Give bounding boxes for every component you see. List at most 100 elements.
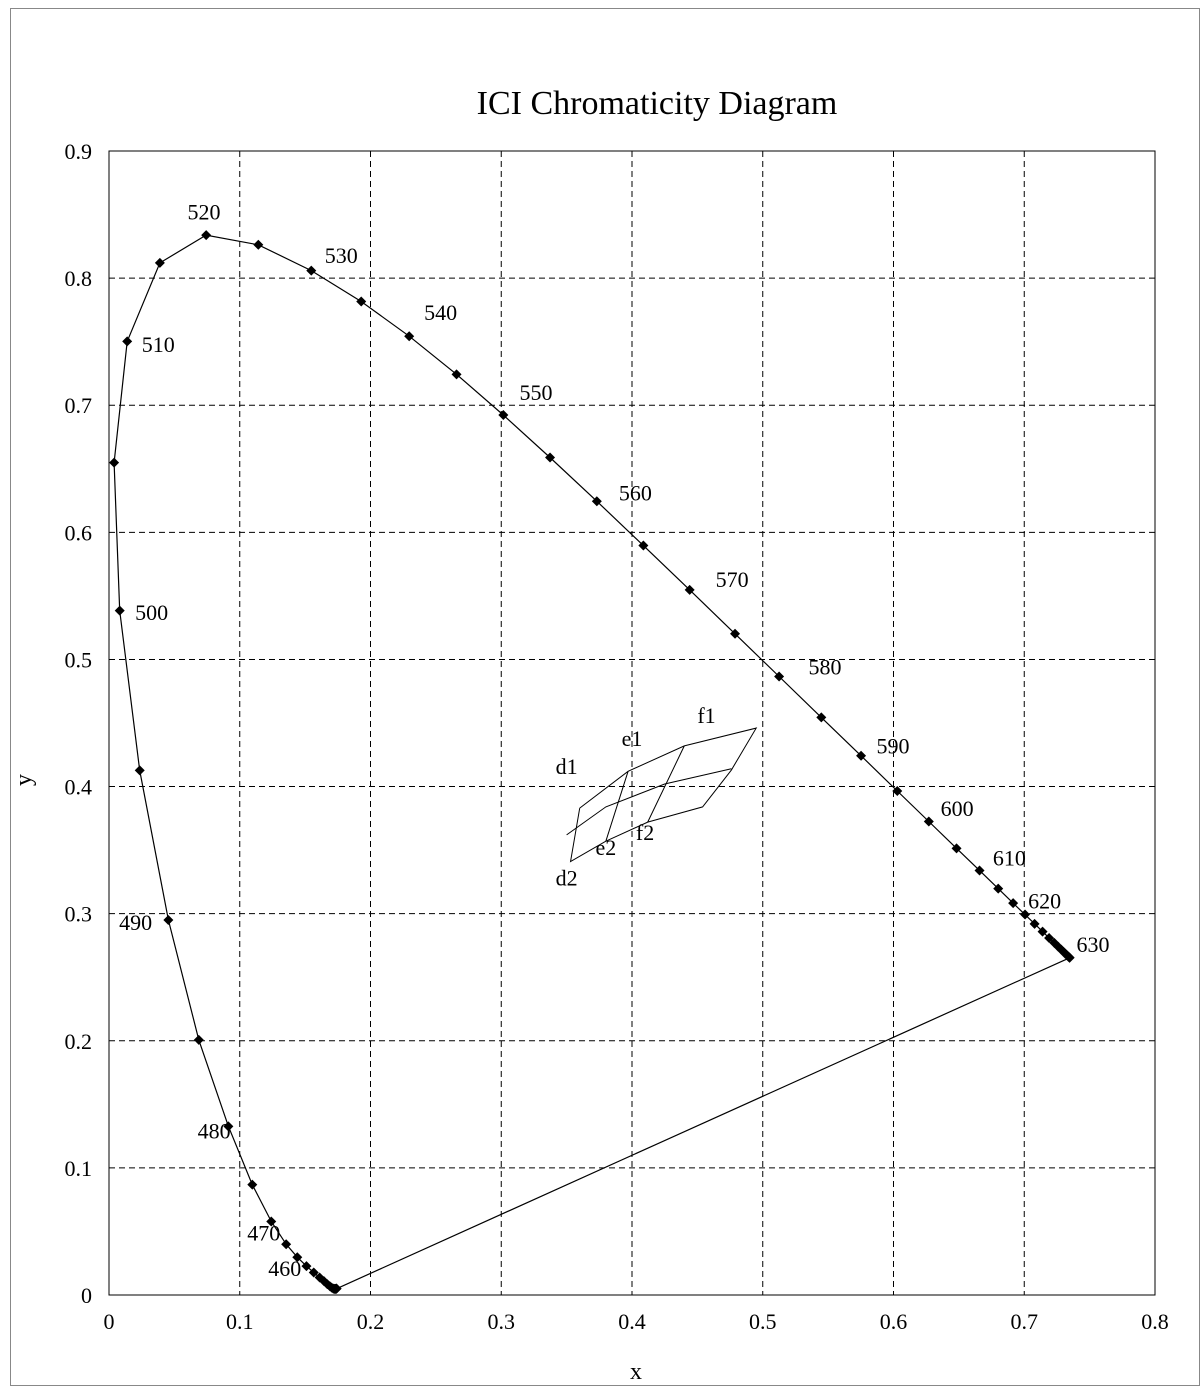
x-tick-label: 0.4 (618, 1309, 646, 1334)
patch-label: f1 (697, 703, 715, 728)
wavelength-label: 630 (1077, 932, 1110, 957)
data-point-marker (154, 257, 165, 268)
y-tick-label: 0.9 (65, 139, 93, 164)
data-point-marker (266, 1216, 277, 1227)
wavelength-label: 610 (993, 845, 1026, 870)
data-point-marker (314, 1272, 325, 1283)
y-tick-label: 0.4 (65, 775, 93, 800)
wavelength-label: 540 (424, 300, 457, 325)
data-point-marker (163, 915, 174, 926)
data-point-marker (1064, 952, 1075, 963)
wavelength-label: 460 (268, 1256, 301, 1281)
y-tick-label: 0.2 (65, 1029, 93, 1054)
data-point-marker (122, 336, 133, 347)
data-point-marker (1020, 909, 1031, 920)
patch-outline (569, 727, 758, 863)
data-point-marker (856, 750, 867, 761)
data-point-marker (356, 296, 367, 307)
x-tick-label: 0.5 (749, 1309, 777, 1334)
wavelength-label: 570 (716, 567, 749, 592)
y-tick-label: 0.7 (65, 393, 93, 418)
data-point-marker (306, 265, 317, 276)
patch-label: f2 (636, 820, 654, 845)
patch-label: d2 (556, 866, 578, 891)
patch-line (566, 768, 732, 836)
axis-ticks: 0 0.1 0.2 0.3 0.4 0.5 0.6 0.7 0.8 0 0.1 0.2 0.3 0.4 0.… (65, 139, 1169, 1334)
patch-label: e2 (595, 835, 616, 860)
data-point-marker (404, 331, 415, 342)
data-point-marker (730, 628, 741, 639)
x-tick-label: 0 (104, 1309, 115, 1334)
data-point-marker (684, 584, 695, 595)
patch-labels: d1 e1 f1 d2 e2 f2 (556, 703, 716, 891)
x-tick-label: 0.8 (1141, 1309, 1169, 1334)
data-point-marker (201, 230, 212, 241)
wavelength-label: 620 (1028, 889, 1061, 914)
x-axis-label: x (630, 1359, 642, 1385)
data-point-marker (1029, 918, 1040, 929)
patch-label: d1 (556, 754, 578, 779)
patch-line (605, 771, 629, 842)
y-axis-label: y (11, 774, 37, 786)
wavelength-label: 500 (135, 600, 168, 625)
wavelength-label: 530 (325, 243, 358, 268)
data-point-marker (308, 1267, 319, 1278)
y-tick-label: 0.6 (65, 520, 93, 545)
wavelength-label: 520 (187, 200, 220, 225)
data-point-marker (892, 786, 903, 797)
purple-line (336, 957, 1070, 1290)
y-tick-label: 0.8 (65, 266, 93, 291)
x-tick-label: 0.2 (357, 1309, 385, 1334)
wavelength-label: 550 (520, 380, 553, 405)
data-point-marker (451, 369, 462, 380)
data-point-marker (114, 605, 125, 616)
data-point-marker (951, 843, 962, 854)
chart-title: ICI Chromaticity Diagram (477, 85, 838, 122)
data-point-marker (281, 1239, 292, 1250)
data-point-marker (545, 452, 556, 463)
wavelength-label: 490 (119, 910, 152, 935)
x-tick-label: 0.7 (1011, 1309, 1039, 1334)
wavelength-label: 590 (877, 734, 910, 759)
data-point-marker (134, 765, 145, 776)
data-point-marker (774, 671, 785, 682)
data-point-marker (253, 239, 264, 250)
spectral-locus-line (113, 234, 1071, 1290)
y-tick-label: 0.3 (65, 902, 93, 927)
data-point-marker (1044, 932, 1055, 943)
wavelength-label: 470 (247, 1220, 280, 1245)
wavelength-label: 580 (809, 655, 842, 680)
data-point-marker (923, 816, 934, 827)
data-point-marker (816, 712, 827, 723)
data-point-marker (974, 865, 985, 876)
wavelength-label: 600 (941, 796, 974, 821)
y-tick-label: 0 (81, 1283, 92, 1308)
chart-frame (10, 8, 1200, 1386)
x-tick-label: 0.3 (488, 1309, 516, 1334)
patch-label: e1 (622, 726, 643, 751)
x-tick-label: 0.1 (226, 1309, 254, 1334)
data-point-marker (301, 1261, 312, 1272)
grid-lines (109, 151, 1155, 1295)
spectral-locus-markers (109, 230, 1075, 1294)
data-point-marker (223, 1121, 234, 1132)
wavelength-label: 510 (142, 332, 175, 357)
patch-line (647, 745, 685, 823)
data-point-marker (993, 883, 1004, 894)
data-point-marker (109, 457, 120, 468)
data-point-marker (638, 540, 649, 551)
data-point-marker (1008, 898, 1019, 909)
data-point-marker (193, 1034, 204, 1045)
wavelength-labels: 460 470 480 490 500 510 520 530 540 550 560 570 580 5… (119, 200, 1109, 1281)
y-tick-label: 0.5 (65, 647, 93, 672)
data-point-marker (247, 1179, 258, 1190)
data-point-marker (498, 410, 509, 421)
chromaticity-grid-patch (566, 727, 758, 863)
data-point-marker (292, 1252, 303, 1263)
wavelength-label: 560 (619, 481, 652, 506)
data-point-marker (1037, 926, 1048, 937)
data-point-marker (591, 496, 602, 507)
x-tick-label: 0.6 (880, 1309, 908, 1334)
wavelength-label: 480 (198, 1119, 231, 1144)
